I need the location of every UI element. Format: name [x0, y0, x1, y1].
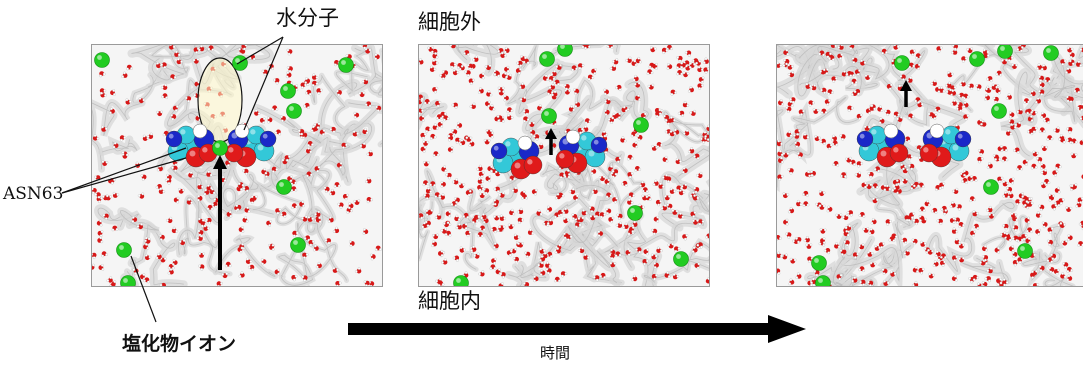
chloride-ions — [453, 45, 689, 286]
asn63-label: ASN63 — [3, 184, 64, 204]
asn63-residue-right — [555, 129, 608, 174]
ion-movement-arrow — [545, 128, 557, 155]
asn63-residue-right — [919, 123, 972, 168]
md-snapshot-2-render — [419, 45, 709, 286]
chloride-ions — [94, 52, 354, 286]
md-snapshot-3 — [776, 44, 1083, 287]
water-molecules — [419, 45, 709, 286]
asn63-residue-right — [224, 123, 277, 168]
intracellular-label: 細胞内 — [418, 289, 481, 313]
extracellular-label: 細胞外 — [418, 10, 481, 34]
chloride-ions — [811, 45, 1059, 286]
chloride-ion-label: 塩化物イオン — [122, 333, 237, 355]
ion-movement-arrow — [900, 80, 912, 107]
md-snapshot-3-render — [777, 45, 1083, 286]
asn63-residue-left — [856, 123, 909, 168]
md-snapshot-1-render — [92, 45, 382, 286]
md-snapshot-2 — [418, 44, 710, 287]
asn63-residue-left — [490, 135, 543, 180]
time-arrow — [348, 315, 806, 343]
water-molecule-label: 水分子 — [276, 6, 339, 30]
time-label: 時間 — [540, 344, 571, 362]
protein-ribbons — [777, 45, 1083, 286]
md-snapshot-1 — [91, 44, 383, 287]
ion-movement-arrow — [213, 155, 227, 270]
